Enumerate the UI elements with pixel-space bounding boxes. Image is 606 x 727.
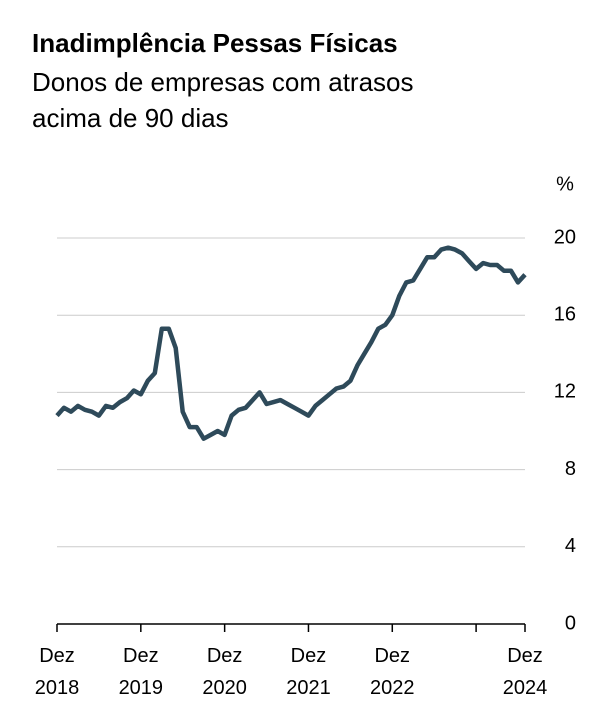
- chart-title: Inadimplência Pessas Físicas: [32, 28, 398, 58]
- y-tick-label: 16: [554, 303, 576, 325]
- x-tick-label: Dez 2021: [286, 645, 331, 699]
- x-tick-label: Dez 2022: [370, 645, 415, 699]
- y-tick-label: 4: [565, 535, 576, 557]
- y-tick-label: 0: [565, 612, 576, 634]
- data-line: [55, 245, 527, 441]
- y-tick-label: 20: [554, 226, 576, 248]
- chart-subtitle: Donos de empresas com atrasos acima de 9…: [32, 67, 414, 133]
- x-tick-label: Dez 2018: [34, 645, 80, 699]
- x-tick-label: Dez 2024: [502, 645, 548, 699]
- y-tick-label: 8: [565, 458, 576, 480]
- x-tick-label: Dez 2020: [202, 645, 247, 699]
- y-unit: %: [556, 173, 574, 195]
- y-tick-label: 12: [554, 381, 576, 403]
- x-tick-label: Dez 2019: [118, 645, 164, 699]
